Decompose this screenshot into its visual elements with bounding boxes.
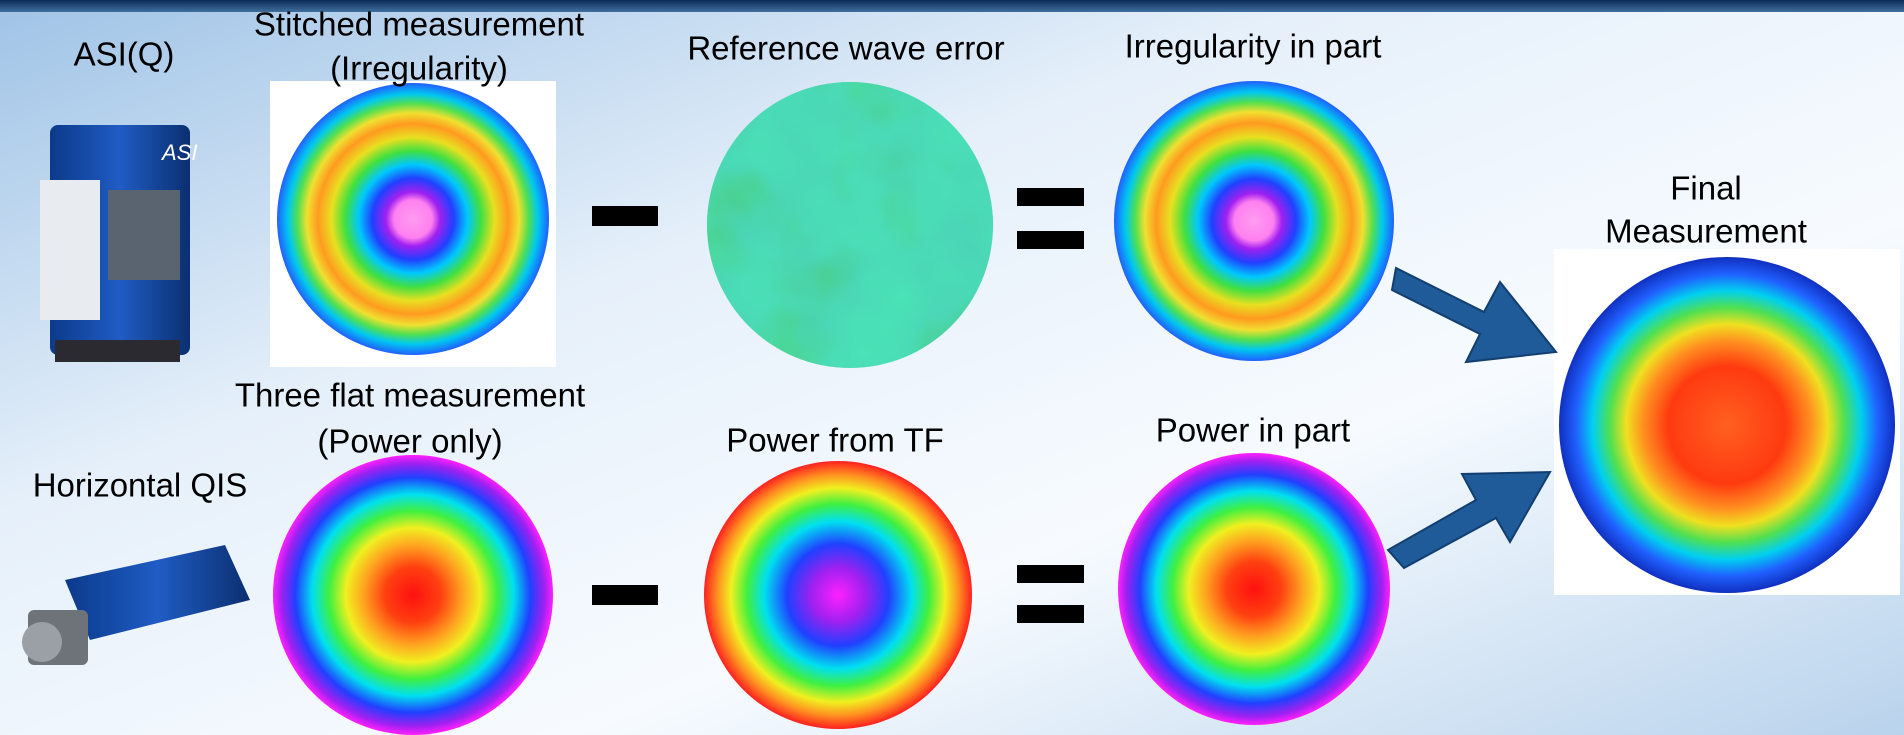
svg-text:ASI: ASI bbox=[160, 140, 197, 165]
minus-sign bbox=[592, 206, 658, 226]
arrow bbox=[1390, 266, 1558, 364]
equals-sign bbox=[1017, 605, 1084, 623]
map-label: Measurement bbox=[1605, 213, 1807, 250]
map-label: (Irregularity) bbox=[330, 50, 508, 87]
power-part-map bbox=[1118, 453, 1390, 725]
map-label: (Power only) bbox=[317, 423, 502, 460]
map-label: Stitched measurement bbox=[254, 6, 584, 43]
arrow bbox=[1386, 470, 1552, 570]
minus-sign bbox=[592, 585, 658, 605]
map-label: Reference wave error bbox=[687, 30, 1004, 67]
map-label: Power in part bbox=[1156, 412, 1350, 449]
irregularity-map bbox=[1114, 81, 1394, 361]
instrument-label: Horizontal QIS bbox=[33, 467, 248, 504]
top-bar bbox=[0, 0, 1904, 12]
instrument-label: ASI(Q) bbox=[74, 36, 175, 73]
stitched-map bbox=[277, 83, 549, 355]
equals-sign bbox=[1017, 188, 1084, 206]
equals-sign bbox=[1017, 231, 1084, 249]
map-label: Final bbox=[1670, 170, 1742, 207]
qis-instrument bbox=[22, 545, 250, 665]
final-map bbox=[1559, 257, 1895, 593]
equals-sign bbox=[1017, 565, 1084, 583]
map-label: Power from TF bbox=[726, 422, 944, 459]
asi-instrument: ASI bbox=[40, 125, 197, 362]
power-map bbox=[273, 455, 553, 735]
map-label: Irregularity in part bbox=[1125, 28, 1382, 65]
map-label: Three flat measurement bbox=[235, 377, 585, 414]
reference-noise bbox=[707, 82, 993, 368]
tf-map bbox=[704, 461, 972, 729]
